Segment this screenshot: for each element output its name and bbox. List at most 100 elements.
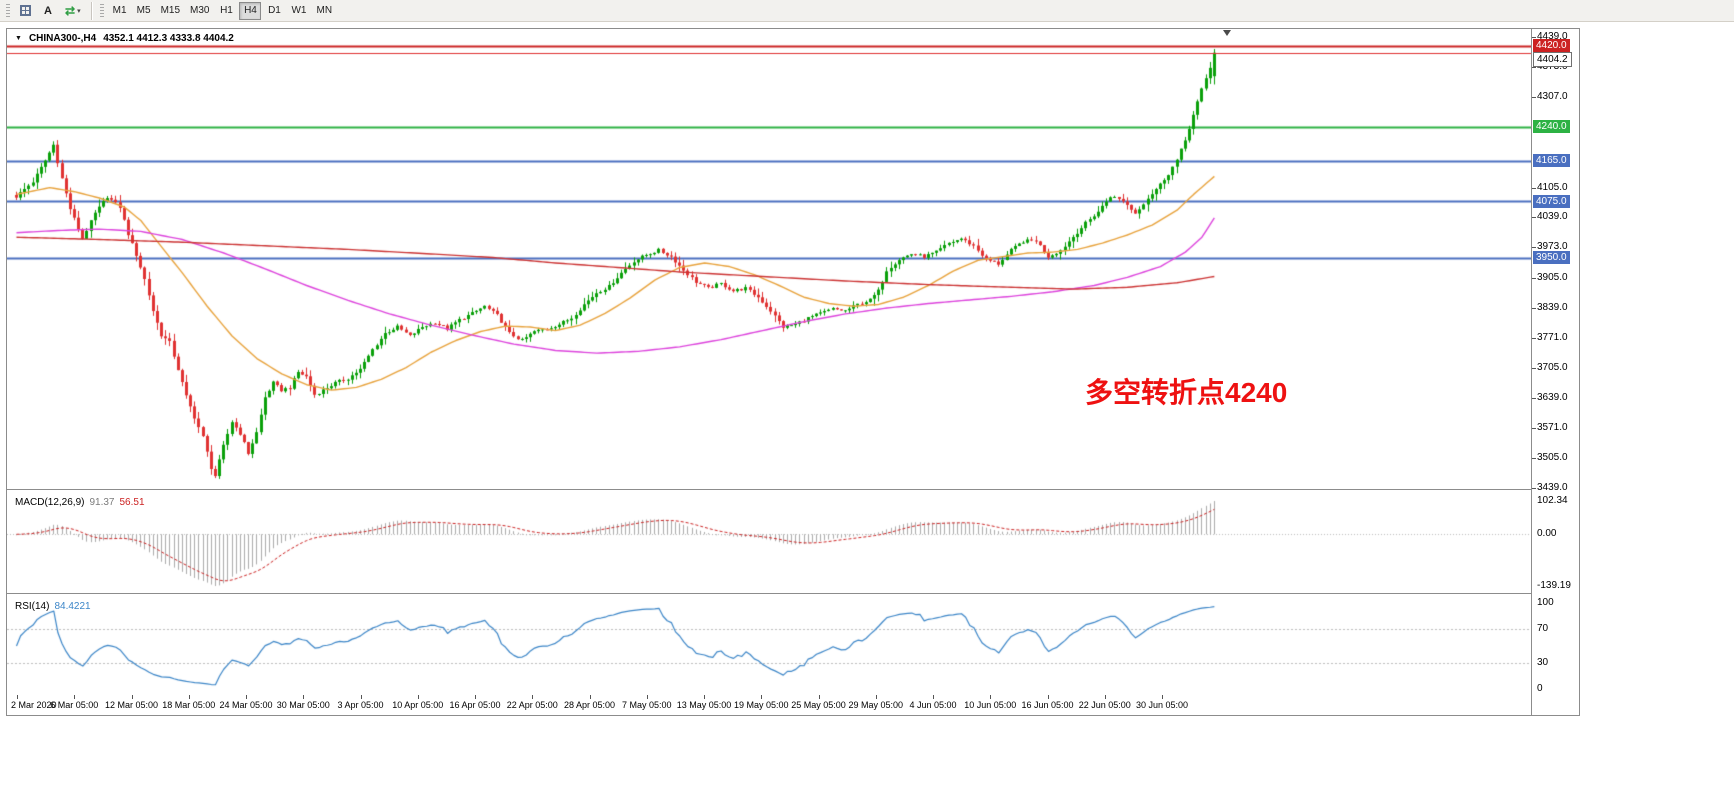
time-axis-label: 30 Mar 05:00 [276, 700, 330, 710]
letter-a-icon: A [44, 4, 52, 17]
macd-panel-canvas[interactable] [7, 489, 1531, 593]
rsi-axis-label: 70 [1537, 622, 1549, 634]
time-axis-label: 16 Apr 05:00 [449, 700, 501, 710]
chart-grid-button[interactable] [15, 2, 36, 20]
hline-price-badge: 4165.0 [1533, 154, 1570, 168]
timeframe-button-h1[interactable]: H1 [215, 2, 237, 20]
price-axis[interactable]: 4439.04373.04307.04105.04039.03973.03905… [1531, 29, 1579, 715]
price-axis-label: 4105.0 [1537, 181, 1568, 193]
time-axis-tick [933, 695, 934, 699]
time-axis-tick [17, 695, 18, 699]
chart-ohlc-values: 4352.1 4412.3 4333.8 4404.2 [103, 33, 234, 44]
main-chart-canvas[interactable] [7, 29, 1531, 489]
time-axis-label: 24 Mar 05:00 [219, 700, 273, 710]
chart-annotation-text[interactable]: 多空转折点4240 [1085, 377, 1288, 408]
macd-axis-min-label: -139.19 [1537, 580, 1571, 591]
timeframe-button-w1[interactable]: W1 [287, 2, 310, 20]
price-axis-label: 3839.0 [1537, 301, 1568, 313]
price-axis-tick [1532, 428, 1536, 429]
time-axis-tick [819, 695, 820, 699]
time-axis-tick [246, 695, 247, 699]
timeframe-button-m30[interactable]: M30 [186, 2, 213, 20]
timeframe-button-m15[interactable]: M15 [157, 2, 184, 20]
rsi-name: RSI(14) [15, 601, 50, 612]
time-axis-label: 6 Mar 05:00 [50, 700, 99, 710]
macd-main-value: 91.37 [89, 497, 115, 508]
time-axis-tick [189, 695, 190, 699]
price-axis-tick [1532, 338, 1536, 339]
chart-shift-marker[interactable] [1223, 30, 1231, 36]
rsi-panel-canvas[interactable] [7, 593, 1531, 695]
panel-separator[interactable] [7, 489, 1579, 490]
time-axis-label: 10 Apr 05:00 [392, 700, 444, 710]
time-axis-label: 19 May 05:00 [733, 700, 789, 710]
price-axis-tick [1532, 188, 1536, 189]
timeframe-button-mn[interactable]: MN [312, 2, 336, 20]
price-axis-label: 4307.0 [1537, 90, 1568, 102]
time-axis-tick [647, 695, 648, 699]
timeframe-button-h4[interactable]: H4 [239, 1, 262, 20]
time-axis-label: 12 Mar 05:00 [104, 700, 159, 710]
price-axis-tick [1532, 368, 1536, 369]
time-axis-tick [303, 695, 304, 699]
price-axis-label: 4439.0 [1537, 31, 1568, 42]
hline-price-badge: 3950.0 [1533, 251, 1570, 265]
price-axis-tick [1532, 308, 1536, 309]
toolbar-separator [90, 1, 92, 20]
price-axis-label: 3439.0 [1537, 482, 1568, 493]
time-axis-label: 4 Jun 05:00 [909, 700, 957, 710]
price-axis-label: 3505.0 [1537, 452, 1568, 464]
time-axis-tick [475, 695, 476, 699]
panel-separator[interactable] [7, 593, 1579, 594]
chart-window: ▼ CHINA300-,H4 4352.1 4412.3 4333.8 4404… [6, 28, 1580, 716]
price-axis-tick [1532, 67, 1536, 68]
toolbar-drag-handle[interactable] [99, 3, 104, 18]
toolbar-drag-handle[interactable] [6, 3, 10, 18]
timeframe-button-m1[interactable]: M1 [109, 2, 131, 20]
one-click-trading-toggle[interactable]: ▼ [15, 35, 22, 42]
time-axis-label: 29 May 05:00 [848, 700, 904, 710]
price-axis-label: 3973.0 [1537, 241, 1568, 253]
timeframe-toolbar: M1 M5 M15 M30 H1 H4 D1 W1 MN [108, 1, 337, 20]
cycle-symbols-button[interactable]: ⇄ ▾ [60, 2, 86, 20]
time-axis[interactable]: 2 Mar 2020 6 Mar 05:00 12 Mar 05:00 18 Mar … [7, 695, 1531, 715]
time-axis-label: 28 Apr 05:00 [563, 700, 616, 710]
cursor-a-button[interactable]: A [38, 2, 58, 20]
price-axis-label: 4039.0 [1537, 211, 1568, 223]
rsi-axis-label: 30 [1537, 657, 1549, 669]
time-axis-label: 7 May 05:00 [621, 700, 672, 710]
price-axis-tick [1532, 488, 1536, 489]
time-axis-label: 2 Mar 2020 [11, 700, 57, 710]
time-axis-tick [761, 695, 762, 699]
macd-axis-zero-label: 0.00 [1537, 528, 1557, 540]
grid-icon [20, 5, 31, 16]
top-toolbar: A ⇄ ▾ M1 M5 M15 M30 H1 H4 D1 W1 MN [0, 0, 1734, 22]
hline-price-badge: 4420.0 [1533, 39, 1570, 53]
time-axis-label: 13 May 05:00 [676, 700, 732, 710]
timeframe-button-d1[interactable]: D1 [263, 2, 285, 20]
time-axis-label: 22 Apr 05:00 [506, 700, 558, 710]
time-axis-tick [704, 695, 705, 699]
price-axis-tick [1532, 278, 1536, 279]
time-axis-tick [1048, 695, 1049, 699]
timeframe-button-m5[interactable]: M5 [133, 2, 155, 20]
time-axis-tick [132, 695, 133, 699]
price-axis-tick [1532, 97, 1536, 98]
price-axis-tick [1532, 398, 1536, 399]
price-axis-tick [1532, 458, 1536, 459]
price-axis-tick [1532, 37, 1536, 38]
cycle-arrows-icon: ⇄ [65, 3, 76, 18]
chevron-down-icon: ▾ [77, 7, 81, 15]
price-axis-tick [1532, 217, 1536, 218]
time-axis-tick [590, 695, 591, 699]
time-axis-label: 30 Jun 05:00 [1135, 700, 1189, 710]
time-axis-label: 25 May 05:00 [791, 700, 846, 710]
current-price-badge: 4404.2 [1533, 52, 1572, 68]
chart-symbol-label: CHINA300-,H4 [28, 33, 97, 44]
macd-axis-max-label: 102.34 [1537, 495, 1568, 506]
price-axis-label: 3639.0 [1537, 391, 1568, 403]
macd-name: MACD(12,26,9) [15, 497, 85, 508]
time-axis-tick [1105, 695, 1106, 699]
time-axis-tick [990, 695, 991, 699]
time-axis-tick [1162, 695, 1163, 699]
